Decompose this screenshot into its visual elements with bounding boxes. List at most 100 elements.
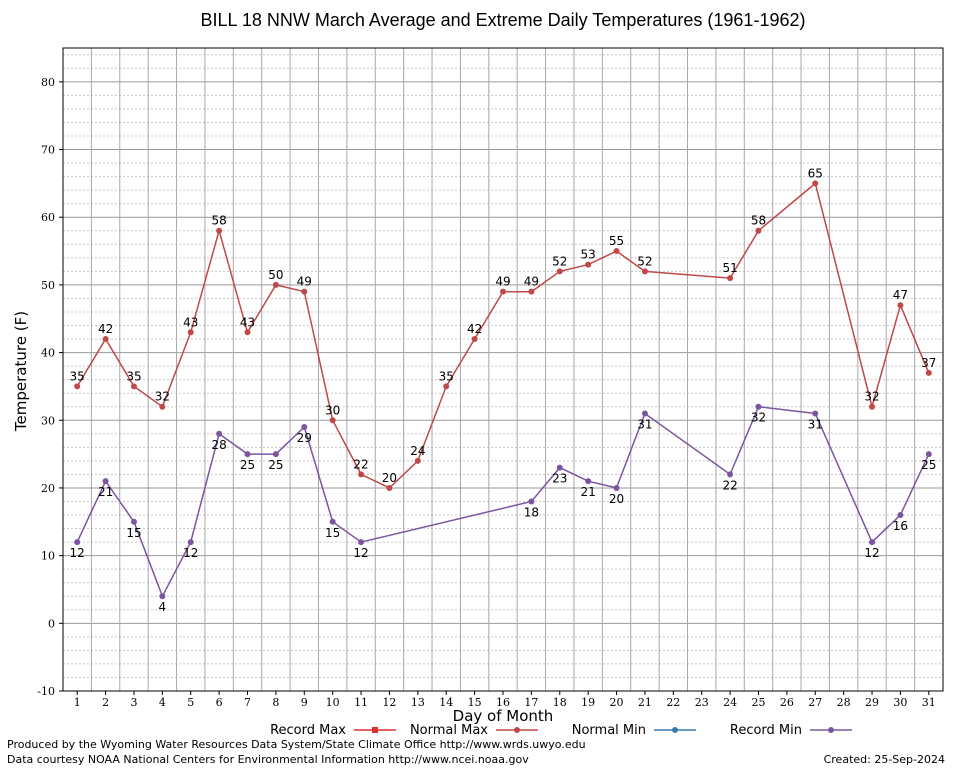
data-label: 49: [524, 275, 539, 289]
data-label: 35: [439, 369, 454, 383]
data-label: 12: [70, 546, 85, 560]
y-tick-label: 0: [48, 617, 55, 630]
legend-label: Normal Min: [572, 723, 646, 738]
data-point: [386, 484, 393, 491]
data-point: [272, 451, 279, 458]
legend-marker: [828, 727, 834, 733]
data-point: [216, 227, 223, 234]
x-tick-label: 4: [159, 696, 166, 709]
data-label: 49: [297, 275, 312, 289]
data-point: [869, 403, 876, 410]
data-point: [727, 275, 734, 282]
data-point: [585, 478, 592, 485]
y-tick-label: 80: [41, 76, 55, 89]
x-tick-label: 26: [780, 696, 794, 709]
data-point: [187, 329, 194, 336]
data-point: [471, 336, 478, 343]
x-tick-label: 27: [808, 696, 822, 709]
x-tick-label: 7: [244, 696, 251, 709]
x-tick-label: 1: [74, 696, 81, 709]
data-label: 32: [155, 390, 170, 404]
data-label: 12: [864, 546, 879, 560]
x-tick-label: 3: [130, 696, 137, 709]
data-label: 25: [240, 458, 255, 472]
data-label: 31: [808, 417, 823, 431]
x-tick-label: 19: [581, 696, 595, 709]
x-tick-label: 20: [610, 696, 624, 709]
data-point: [329, 417, 336, 424]
data-label: 30: [325, 403, 340, 417]
legend-label: Record Min: [730, 723, 802, 738]
data-point: [74, 539, 81, 546]
data-label: 37: [921, 356, 936, 370]
data-label: 55: [609, 234, 624, 248]
legend-label: Normal Max: [410, 723, 488, 738]
data-point: [102, 336, 109, 343]
data-label: 42: [467, 322, 482, 336]
data-label: 21: [98, 485, 113, 499]
legend-marker: [372, 727, 378, 733]
data-label: 31: [637, 417, 652, 431]
x-tick-label: 12: [382, 696, 396, 709]
data-point: [641, 268, 648, 275]
data-label: 52: [552, 254, 567, 268]
x-tick-label: 25: [751, 696, 765, 709]
x-tick-label: 28: [837, 696, 851, 709]
x-tick-label: 14: [439, 696, 453, 709]
y-axis-title: Temperature (F): [12, 311, 30, 432]
data-point: [727, 471, 734, 478]
data-label: 58: [751, 214, 766, 228]
data-label: 22: [722, 478, 737, 492]
data-label: 21: [581, 485, 596, 499]
data-label: 32: [751, 411, 766, 425]
data-label: 22: [353, 457, 368, 471]
x-tick-label: 22: [666, 696, 680, 709]
series-line: [76, 405, 930, 599]
data-point: [897, 512, 904, 519]
data-point: [102, 478, 109, 485]
data-point: [556, 464, 563, 471]
data-point: [244, 451, 251, 458]
data-label: 16: [893, 519, 908, 533]
data-point: [528, 288, 535, 295]
data-label: 42: [98, 322, 113, 336]
y-tick-label: 50: [41, 279, 55, 292]
legend-marker: [514, 727, 520, 733]
data-label: 47: [893, 288, 908, 302]
data-label: 25: [268, 458, 283, 472]
footer-produced-by: Produced by the Wyoming Water Resources …: [7, 738, 586, 751]
data-label: 15: [325, 526, 340, 540]
data-label: 52: [637, 254, 652, 268]
data-label: 50: [268, 268, 283, 282]
data-label: 23: [552, 472, 567, 486]
data-point: [74, 383, 81, 390]
y-tick-label: 70: [41, 144, 55, 157]
x-tick-label: 6: [216, 696, 223, 709]
chart-title: BILL 18 NNW March Average and Extreme Da…: [201, 10, 806, 30]
x-tick-label: 16: [496, 696, 510, 709]
data-point: [869, 539, 876, 546]
x-tick-label: 5: [187, 696, 194, 709]
legend-label: Record Max: [270, 723, 346, 738]
data-label: 49: [495, 275, 510, 289]
x-tick-label: 24: [723, 696, 737, 709]
data-point: [159, 593, 166, 600]
data-label: 12: [183, 546, 198, 560]
x-tick-label: 31: [922, 696, 936, 709]
data-point: [301, 424, 308, 431]
data-label: 24: [410, 444, 425, 458]
data-point: [358, 539, 365, 546]
y-tick-label: -10: [37, 685, 55, 698]
x-tick-label: 10: [326, 696, 340, 709]
x-tick-label: 2: [102, 696, 109, 709]
data-label: 4: [159, 600, 167, 614]
x-tick-label: 18: [553, 696, 567, 709]
data-label: 18: [524, 505, 539, 519]
y-tick-label: 20: [41, 482, 55, 495]
data-labels: 35 42 35 32 43 58 43 50 49 30 22 20 24 35 42 49 49 52 53 55…: [70, 166, 937, 614]
data-point: [414, 457, 421, 464]
data-label: 28: [211, 438, 226, 452]
x-tick-label: 15: [468, 696, 482, 709]
